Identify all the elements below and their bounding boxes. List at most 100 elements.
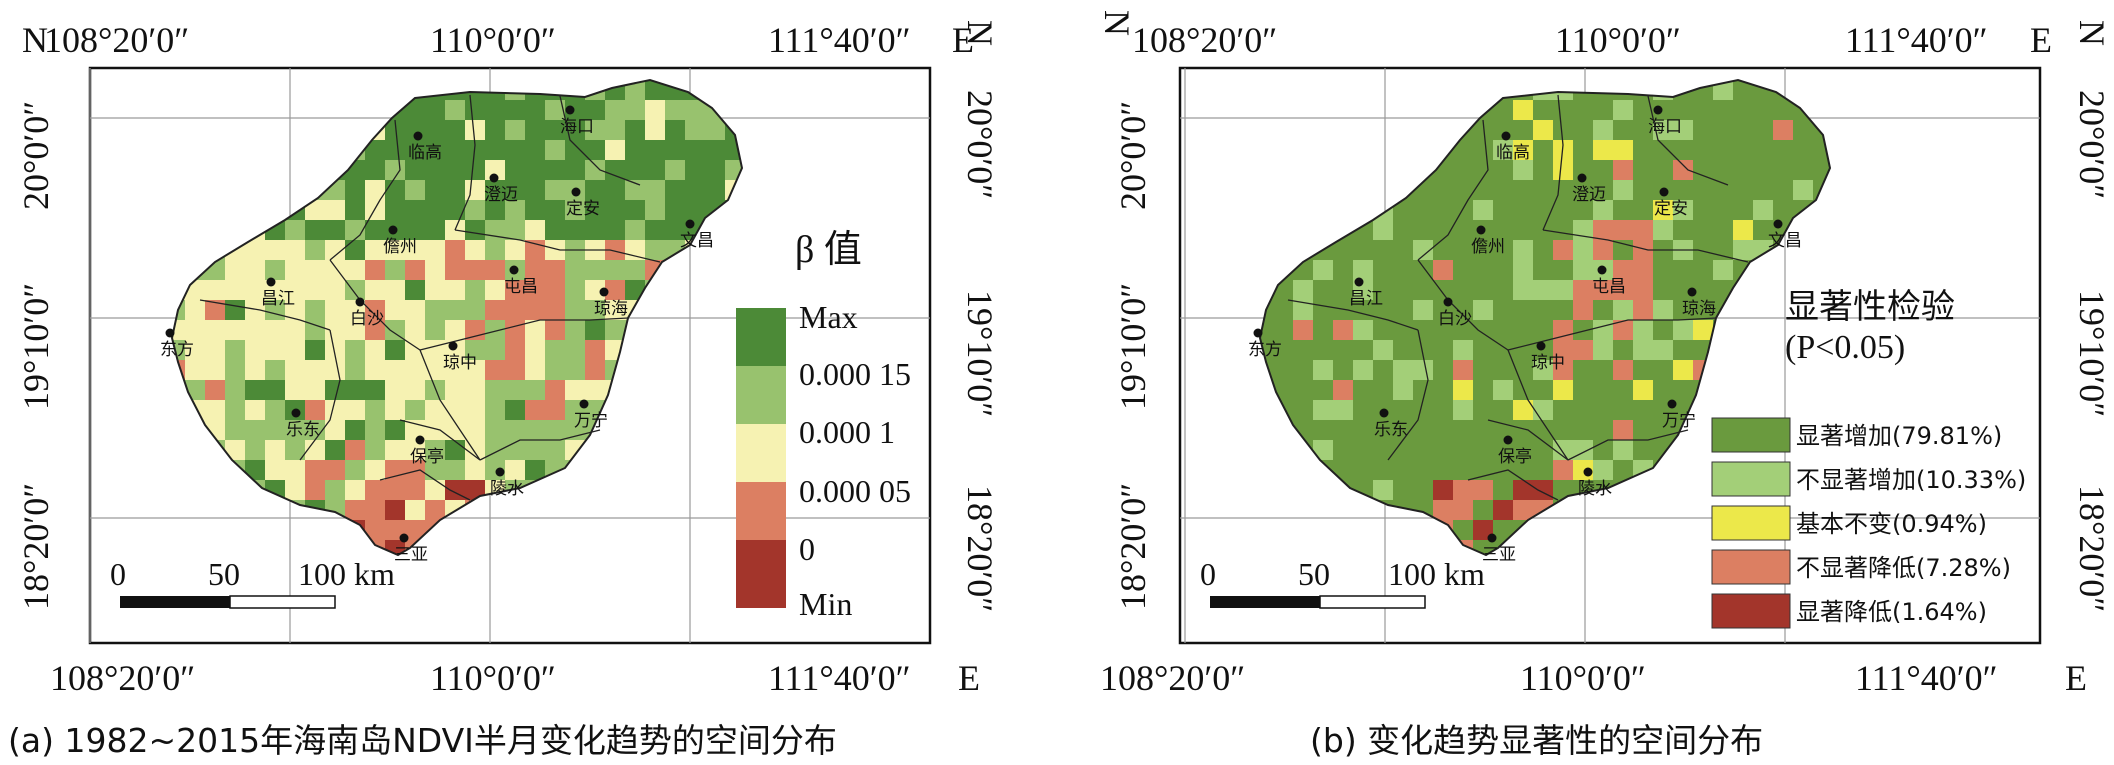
- county-boundary: [1567, 429, 1689, 461]
- raster-cell: [1793, 160, 1813, 180]
- raster-cell: [405, 220, 425, 240]
- raster-cell: [1453, 300, 1473, 320]
- panel-a-scale-0: 0: [110, 556, 126, 592]
- raster-cell: [685, 140, 705, 160]
- raster-cell: [285, 280, 305, 300]
- raster-cell: [1713, 220, 1733, 240]
- raster-cell: [1313, 420, 1333, 440]
- raster-cell: [325, 460, 345, 480]
- raster-cell: [1573, 200, 1593, 220]
- raster-cell: [1293, 340, 1313, 360]
- city-marker: [509, 265, 519, 275]
- raster-cell: [1613, 140, 1633, 160]
- raster-cell: [1533, 280, 1553, 300]
- raster-cell: [1753, 200, 1773, 220]
- raster-cell: [1593, 100, 1613, 120]
- panel-b-scale-50: 50: [1298, 556, 1330, 592]
- raster-cell: [505, 280, 525, 300]
- raster-cell: [1473, 520, 1493, 540]
- raster-cell: [405, 200, 425, 220]
- raster-cell: [1573, 320, 1593, 340]
- raster-cell: [245, 280, 265, 300]
- raster-cell: [565, 100, 585, 120]
- raster-cell: [465, 300, 485, 320]
- raster-cell: [545, 100, 565, 120]
- raster-cell: [1793, 140, 1813, 160]
- city-marker: [579, 399, 589, 409]
- raster-cell: [305, 240, 325, 260]
- raster-cell: [305, 320, 325, 340]
- raster-cell: [185, 300, 205, 320]
- raster-cell: [405, 320, 425, 340]
- raster-cell: [1513, 200, 1533, 220]
- raster-cell: [425, 400, 445, 420]
- raster-cell: [1533, 360, 1553, 380]
- raster-cell: [425, 340, 445, 360]
- panel-b-legend-swatch-2: [1711, 461, 1791, 497]
- raster-cell: [1453, 160, 1473, 180]
- raster-cell: [385, 480, 405, 500]
- raster-cell: [405, 160, 425, 180]
- raster-cell: [1273, 320, 1293, 340]
- raster-cell: [1733, 180, 1753, 200]
- raster-cell: [465, 460, 485, 480]
- raster-cell: [645, 120, 665, 140]
- city-label: 海口: [1648, 117, 1682, 137]
- city-marker: [495, 467, 505, 477]
- raster-cell: [565, 160, 585, 180]
- city-label: 保亭: [410, 447, 444, 467]
- raster-cell: [465, 420, 485, 440]
- raster-cell: [1673, 280, 1693, 300]
- city-marker: [1577, 173, 1587, 183]
- raster-cell: [1433, 380, 1453, 400]
- raster-cell: [485, 240, 505, 260]
- raster-cell: [265, 440, 285, 460]
- raster-cell: [1373, 240, 1393, 260]
- city-marker: [1501, 131, 1511, 141]
- panel-b-left-lat-1: 20°0′0″: [1113, 101, 1153, 210]
- raster-cell: [325, 280, 345, 300]
- raster-cell: [645, 160, 665, 180]
- raster-cell: [485, 100, 505, 120]
- raster-cell: [1513, 220, 1533, 240]
- raster-cell: [1693, 120, 1713, 140]
- raster-cell: [345, 420, 365, 440]
- raster-cell: [465, 240, 485, 260]
- raster-cell: [1513, 460, 1533, 480]
- panel-a-county-boundaries: [199, 94, 661, 501]
- city-marker: [165, 328, 175, 338]
- raster-cell: [1533, 120, 1553, 140]
- raster-cell: [305, 440, 325, 460]
- raster-cell: [1513, 280, 1533, 300]
- raster-cell: [325, 260, 345, 280]
- county-boundary: [479, 429, 601, 461]
- raster-cell: [1633, 200, 1653, 220]
- raster-cell: [1433, 360, 1453, 380]
- raster-cell: [665, 180, 685, 200]
- raster-cell: [1553, 400, 1573, 420]
- raster-cell: [1573, 260, 1593, 280]
- raster-cell: [1333, 420, 1353, 440]
- raster-cell: [1773, 140, 1793, 160]
- raster-cell: [665, 100, 685, 120]
- raster-cell: [1453, 340, 1473, 360]
- raster-cell: [505, 140, 525, 160]
- raster-cell: [1473, 340, 1493, 360]
- raster-cell: [605, 260, 625, 280]
- city-marker: [448, 341, 458, 351]
- panel-b-bottom-lon-1: 108°20′0″: [1100, 658, 1245, 698]
- raster-cell: [1353, 240, 1373, 260]
- panel-a-top-lon-3: 111°40′0″: [768, 20, 911, 60]
- raster-cell: [1633, 180, 1653, 200]
- raster-cell: [565, 280, 585, 300]
- raster-cell: [1513, 440, 1533, 460]
- raster-cell: [385, 200, 405, 220]
- city-label: 海口: [560, 117, 594, 137]
- raster-cell: [1613, 200, 1633, 220]
- raster-cell: [425, 260, 445, 280]
- raster-cell: [1673, 140, 1693, 160]
- city-label: 定安: [1654, 199, 1688, 219]
- raster-cell: [1353, 340, 1373, 360]
- raster-cell: [1793, 120, 1813, 140]
- raster-cell: [1493, 140, 1513, 160]
